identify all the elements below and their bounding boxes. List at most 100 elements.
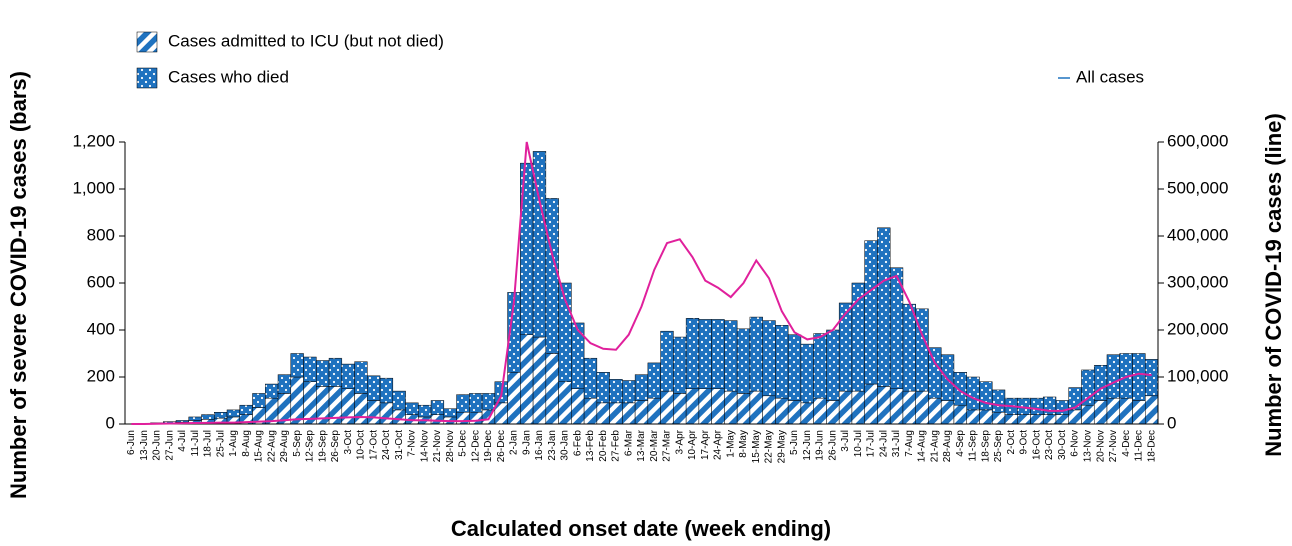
bar-segment [456, 412, 470, 425]
bar-segment [634, 400, 649, 425]
y2-tick-label: 100,000 [1167, 366, 1228, 385]
x-tick-label: 12-Jun [802, 430, 813, 461]
bar-segment [1106, 397, 1120, 425]
bar-segment [354, 393, 368, 425]
x-tick-label: 7-Aug [904, 430, 915, 457]
bar-segment [392, 390, 406, 411]
bar-segment [813, 333, 827, 399]
bar-segment [571, 322, 585, 390]
bar-segment [328, 357, 343, 387]
x-tick-label: 27-Mar [662, 429, 673, 461]
bar-segment [966, 409, 980, 425]
bar-segment [647, 362, 661, 399]
bar-segment [928, 397, 942, 425]
bar-segment [877, 227, 891, 387]
x-tick-label: 3-Apr [674, 429, 685, 454]
bar-segment [226, 409, 241, 418]
y-tick-label: 600 [87, 272, 115, 291]
x-tick-label: 16-Jan [534, 430, 545, 461]
bar-segment [979, 409, 993, 425]
x-tick-label: 24-Oct [381, 430, 392, 460]
bar-segment [915, 390, 929, 425]
bar-segment [1004, 414, 1018, 425]
bar-segment [787, 400, 802, 425]
x-tick-label: 23-Oct [1044, 430, 1055, 460]
x-tick-label: 22-Aug [266, 430, 277, 462]
bar-segment [826, 400, 840, 425]
bar-segment [634, 374, 649, 401]
bar-segment [596, 402, 610, 425]
bar-segment [214, 412, 228, 419]
bar-segment [762, 395, 776, 425]
bar-segment [609, 379, 623, 404]
x-tick-label: 18-Jul [203, 430, 214, 457]
bar-segment [430, 400, 445, 415]
bar-segment [558, 381, 572, 425]
bar-segment [736, 328, 751, 394]
legend-label: All cases [1076, 67, 1144, 86]
bar-segment [736, 393, 751, 425]
bar-segment [1081, 404, 1095, 425]
bar-segment [660, 390, 674, 425]
x-tick-label: 7-Nov [407, 430, 418, 457]
y2-tick-label: 300,000 [1167, 272, 1228, 291]
bar-segment [685, 318, 700, 389]
x-tick-label: 4-Jul [177, 430, 188, 452]
bar-segment [341, 388, 355, 425]
bar-segment [889, 388, 904, 425]
bar-segment [443, 408, 457, 418]
x-tick-label: 10-Apr [687, 429, 698, 460]
x-tick-label: 5-Jun [789, 430, 800, 455]
bar-segment [864, 383, 878, 425]
x-tick-label: 20-Jun [152, 430, 163, 461]
bar-segment [583, 357, 598, 399]
x-tick-label: 27-Nov [1108, 430, 1119, 462]
bar-segment [775, 397, 789, 425]
bar-segment [1144, 359, 1159, 397]
bar-segment [379, 377, 394, 404]
x-tick-label: 4-Dec [1121, 430, 1132, 457]
x-tick-label: 17-Jul [866, 430, 877, 457]
legend-swatch [136, 31, 158, 53]
bar-segment [430, 414, 445, 425]
y2-tick-label: 200,000 [1167, 319, 1228, 338]
y-tick-label: 0 [106, 413, 115, 432]
bar-segment [991, 389, 1006, 413]
bar-segment [583, 397, 598, 425]
bar-segment [991, 412, 1006, 425]
bar-segment [673, 336, 687, 394]
bar-segment [392, 409, 406, 425]
x-tick-label: 17-Oct [368, 430, 379, 460]
bar-segment [1017, 414, 1031, 425]
bar-segment [724, 320, 738, 392]
x-tick-label: 26-Jun [827, 430, 838, 461]
bar-segment [622, 380, 636, 404]
x-tick-label: 19-Sep [317, 430, 328, 463]
x-tick-label: 13-Jun [139, 430, 150, 461]
x-tick-label: 20-Feb [598, 430, 609, 462]
x-tick-label: 29-May [776, 430, 787, 463]
x-tick-label: 31-Jul [891, 430, 902, 457]
bar-segment [481, 393, 496, 411]
x-tick-label: 5-Dec [458, 430, 469, 457]
x-tick-label: 11-Sep [968, 430, 979, 462]
x-tick-label: 15-May [751, 430, 762, 463]
bar-segment [239, 404, 253, 415]
x-tick-label: 26-Sep [330, 430, 341, 463]
x-tick-label: 9-Oct [1019, 430, 1030, 455]
bar-segment [1144, 395, 1159, 425]
bar-segment [303, 356, 317, 382]
bar-segment [188, 416, 202, 421]
x-tick-label: 21-Nov [432, 430, 443, 462]
x-tick-label: 29-Aug [279, 430, 290, 462]
bar-segment [1055, 414, 1069, 425]
bar-segment [367, 400, 381, 425]
bar-segment [418, 404, 432, 418]
x-tick-label: 27-Feb [611, 430, 622, 462]
y2-tick-label: 600,000 [1167, 131, 1228, 150]
y2-tick-label: 0 [1167, 413, 1176, 432]
x-tick-label: 5-Sep [292, 430, 303, 457]
x-tick-label: 13-Nov [1082, 430, 1093, 462]
bar-segment [838, 302, 853, 392]
x-tick-label: 14-Nov [419, 430, 430, 462]
